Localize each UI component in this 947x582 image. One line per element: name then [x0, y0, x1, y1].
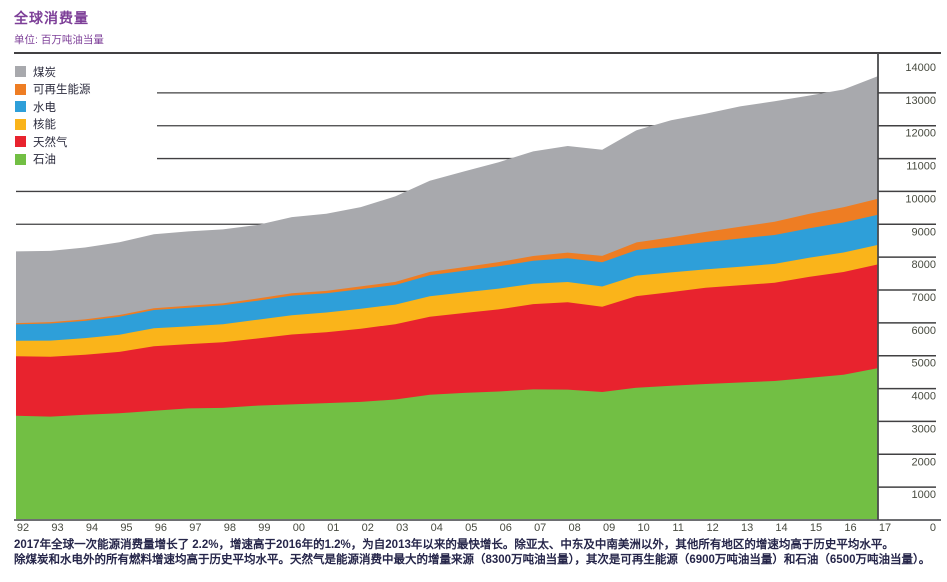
chart-caption: 2017年全球一次能源消费量增长了 2.2%，增速高于2016年的1.2%，为自… — [14, 538, 942, 568]
legend-label-oil: 石油 — [33, 154, 56, 167]
legend-swatch-gas — [15, 136, 26, 148]
y-axis-label-0: 0 — [930, 522, 936, 534]
x-axis-label-17: 17 — [879, 522, 891, 534]
legend-label-renewables: 可再生能源 — [33, 84, 91, 97]
legend-item-gas: 天然气 — [15, 133, 91, 151]
x-axis-label-99: 99 — [258, 522, 270, 534]
x-axis-label-07: 07 — [534, 522, 546, 534]
x-axis-label-08: 08 — [569, 522, 581, 534]
legend-swatch-hydro — [15, 101, 26, 113]
area-series-oil — [16, 368, 878, 520]
x-axis-label-03: 03 — [396, 522, 408, 534]
y-axis-label-4000: 4000 — [912, 391, 936, 403]
chart-unit-label: 单位: 百万吨油当量 — [14, 34, 104, 46]
x-axis-label-98: 98 — [224, 522, 236, 534]
x-axis-label-04: 04 — [431, 522, 443, 534]
legend-label-gas: 天然气 — [33, 136, 68, 149]
legend-item-oil: 石油 — [15, 151, 91, 169]
y-axis-label-11000: 11000 — [906, 161, 936, 173]
legend-label-hydro: 水电 — [33, 101, 56, 114]
x-axis-label-09: 09 — [603, 522, 615, 534]
y-axis-label-10000: 10000 — [905, 193, 936, 205]
caption-line-1: 2017年全球一次能源消费量增长了 2.2%，增速高于2016年的1.2%，为自… — [14, 539, 894, 551]
y-axis-label-5000: 5000 — [912, 358, 936, 370]
y-axis-label-12000: 12000 — [905, 128, 936, 140]
chart-header: 全球消费量 单位: 百万吨油当量 — [14, 8, 104, 47]
y-axis-label-6000: 6000 — [912, 325, 936, 337]
x-axis-label-13: 13 — [741, 522, 753, 534]
legend-swatch-renewables — [15, 83, 26, 95]
x-axis-label-02: 02 — [362, 522, 374, 534]
caption-line-2: 除煤炭和水电外的所有燃料增速均高于历史平均水平。天然气是能源消费中最大的增量来源… — [14, 554, 931, 566]
legend-item-nuclear: 核能 — [15, 116, 91, 134]
y-axis-label-1000: 1000 — [912, 489, 936, 501]
x-axis-label-10: 10 — [638, 522, 650, 534]
legend-swatch-coal — [15, 66, 26, 78]
y-axis-label-13000: 13000 — [905, 95, 936, 107]
chart-legend: 煤炭可再生能源水电核能天然气石油 — [15, 63, 91, 168]
x-axis-label-05: 05 — [465, 522, 477, 534]
x-axis-label-01: 01 — [327, 522, 339, 534]
legend-swatch-nuclear — [15, 118, 26, 130]
x-axis-label-93: 93 — [51, 522, 63, 534]
x-axis-label-94: 94 — [86, 522, 98, 534]
y-axis-label-9000: 9000 — [912, 226, 936, 238]
legend-label-nuclear: 核能 — [33, 119, 56, 132]
x-axis-label-92: 92 — [17, 522, 29, 534]
chart-title: 全球消费量 — [14, 10, 89, 26]
x-axis-label-95: 95 — [120, 522, 132, 534]
y-axis-label-3000: 3000 — [912, 423, 936, 435]
legend-item-coal: 煤炭 — [15, 63, 91, 81]
legend-item-hydro: 水电 — [15, 98, 91, 116]
x-axis-label-15: 15 — [810, 522, 822, 534]
x-axis-label-16: 16 — [844, 522, 856, 534]
x-axis-label-11: 11 — [672, 522, 683, 534]
x-axis-label-06: 06 — [500, 522, 512, 534]
x-axis-label-96: 96 — [155, 522, 167, 534]
x-axis-label-97: 97 — [189, 522, 201, 534]
y-axis-label-14000: 14000 — [905, 62, 936, 74]
legend-label-coal: 煤炭 — [33, 66, 56, 79]
x-axis-label-14: 14 — [775, 522, 787, 534]
y-axis-label-2000: 2000 — [912, 456, 936, 468]
legend-swatch-oil — [15, 153, 26, 165]
legend-item-renewables: 可再生能源 — [15, 81, 91, 99]
x-axis-label-00: 00 — [293, 522, 305, 534]
y-axis-label-8000: 8000 — [912, 259, 936, 271]
x-axis-label-12: 12 — [706, 522, 718, 534]
y-axis-label-7000: 7000 — [912, 292, 936, 304]
